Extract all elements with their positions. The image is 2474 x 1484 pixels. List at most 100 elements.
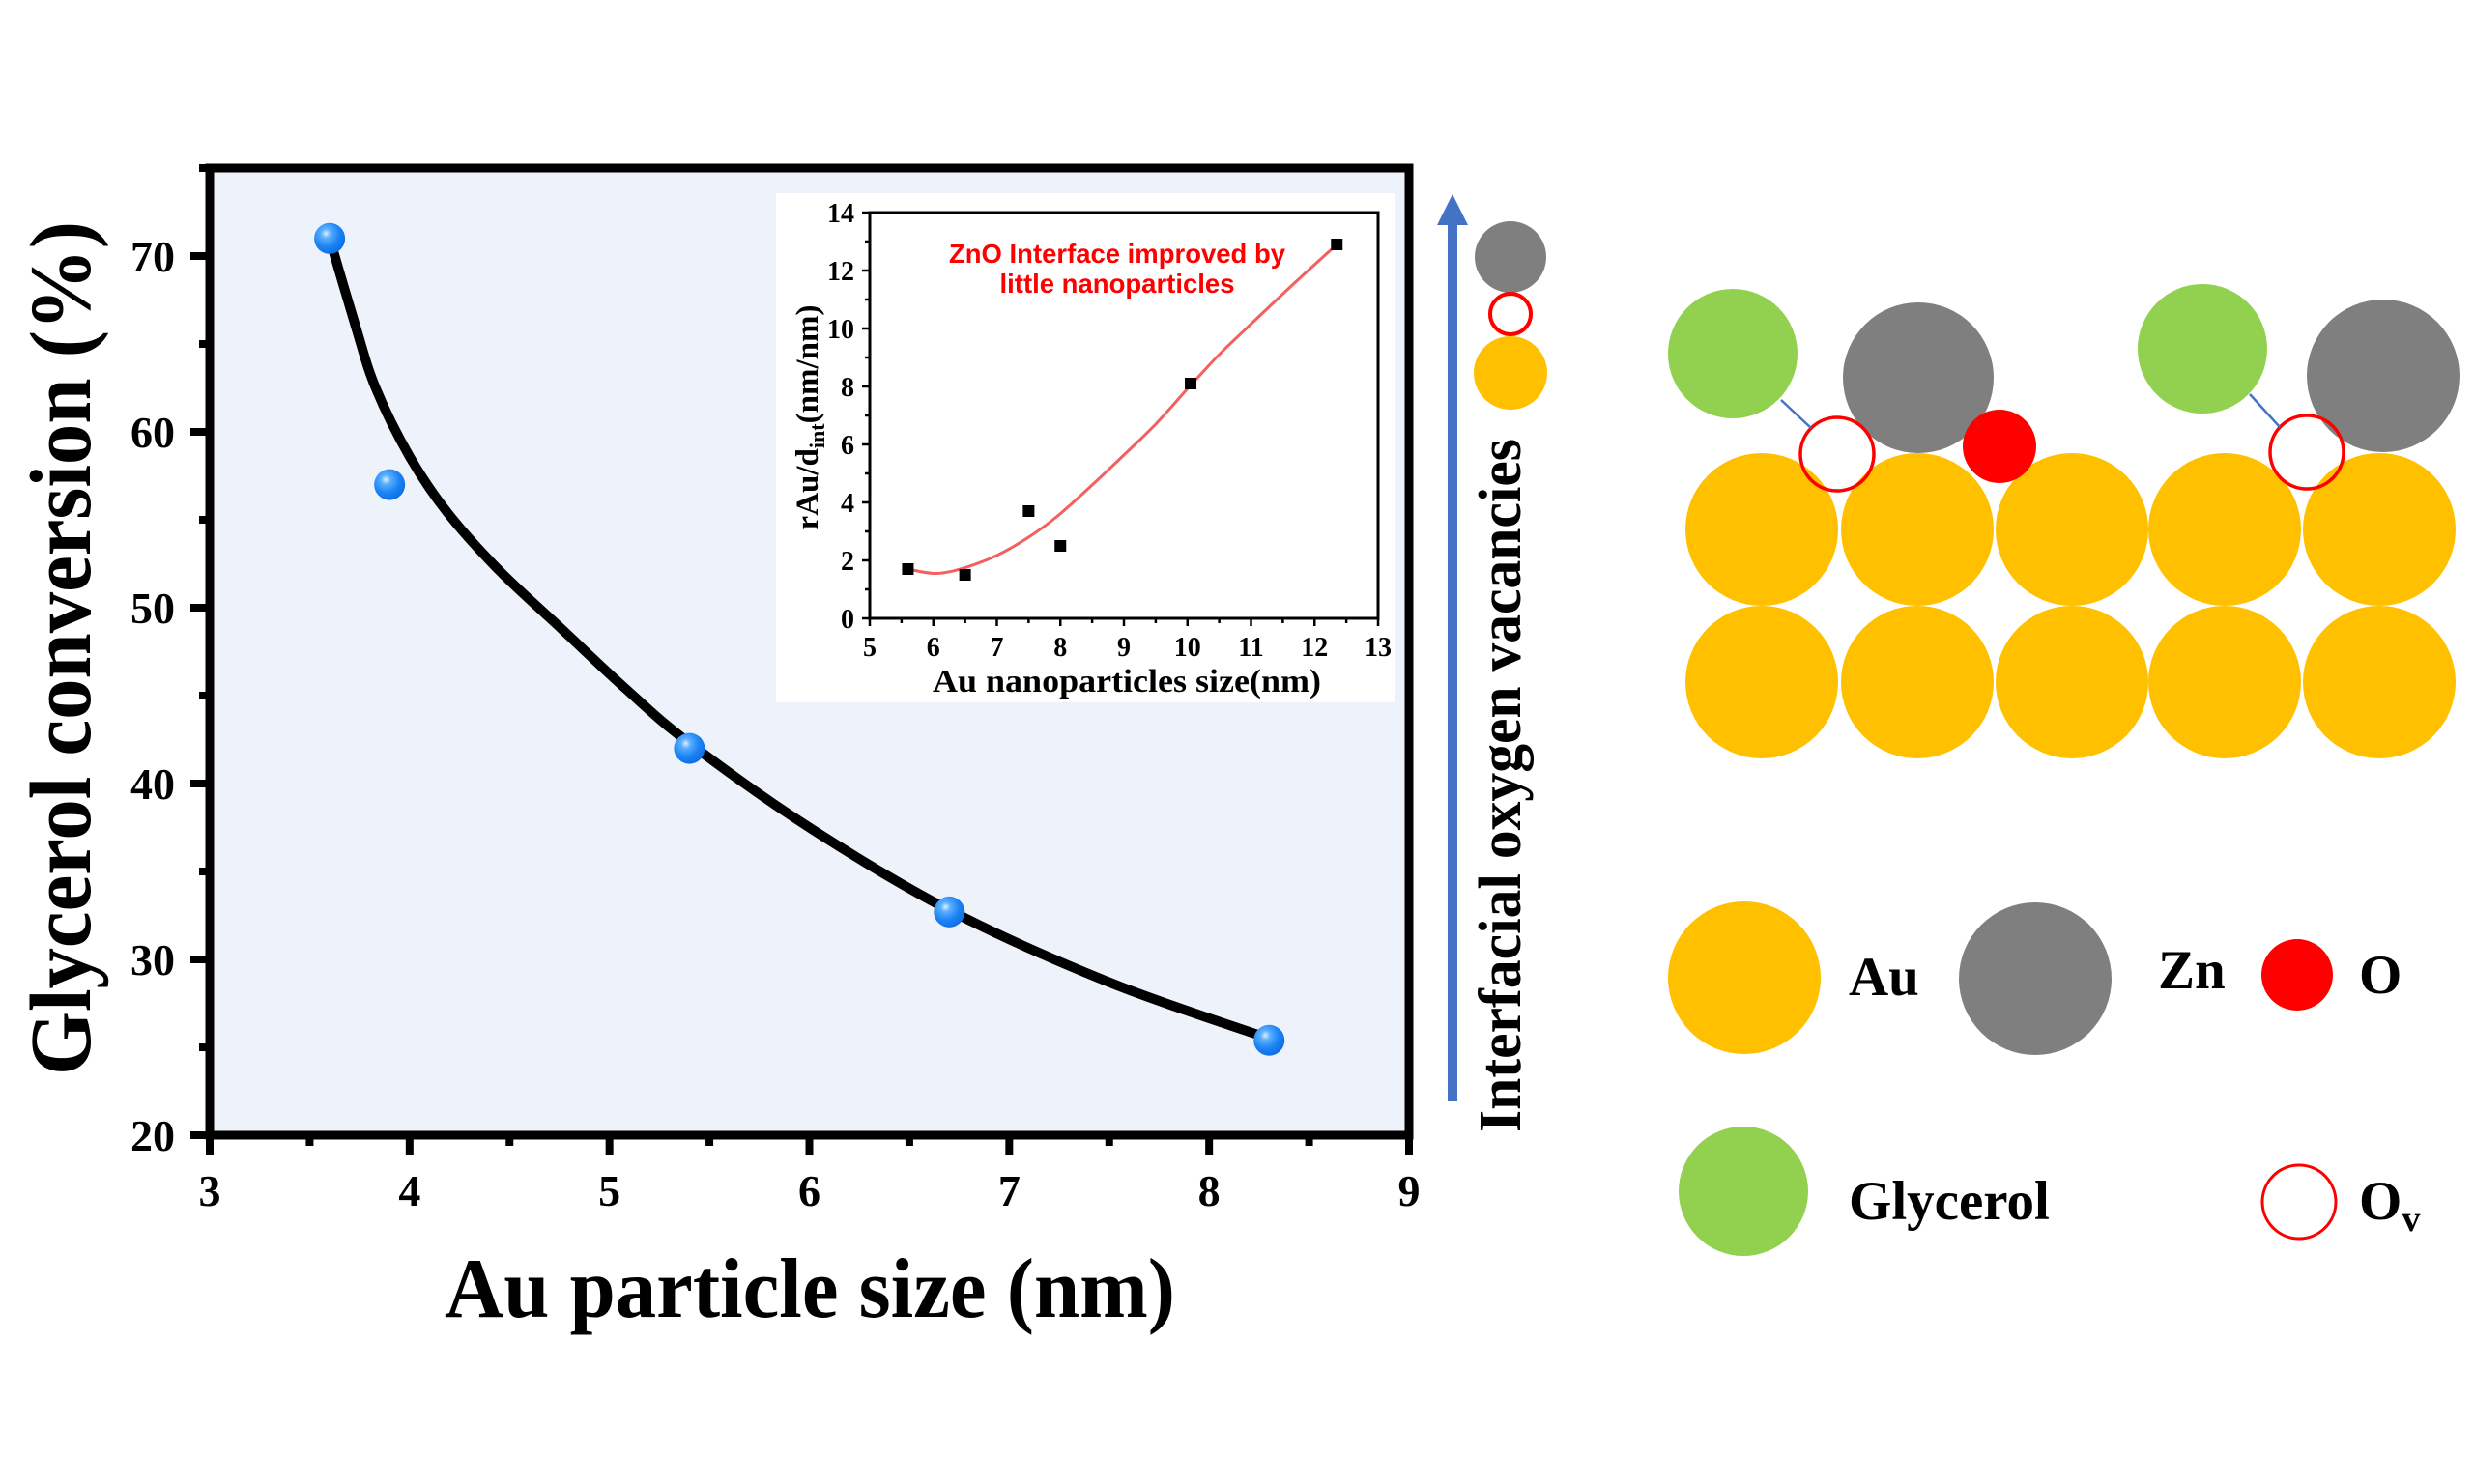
oxygen-vacancy-arrow: Interfacial oxygen vacancies — [1437, 194, 1547, 1132]
interface-diagram — [1668, 284, 2460, 758]
legend-item-zn: Zn — [1959, 902, 2226, 1055]
y-tick-label: 14 — [827, 199, 854, 229]
legend-glycerol-swatch — [1679, 1127, 1808, 1256]
y-tick-label: 4 — [841, 489, 854, 519]
legend-vacancy-subscript: v — [2402, 1199, 2420, 1240]
au-lattice-row-1 — [1685, 453, 2456, 606]
x-tick-label: 9 — [1117, 633, 1131, 663]
au-atom — [2148, 453, 2301, 606]
x-tick-label: 4 — [398, 1166, 420, 1215]
au-lattice-row-2 — [1685, 606, 2456, 758]
x-tick-label: 5 — [598, 1166, 620, 1215]
x-tick-label: 12 — [1301, 633, 1328, 663]
inset-chart: 0 2 4 6 8 10 12 14 5 6 7 8 9 10 11 12 13 ZnO Interface i… — [776, 193, 1395, 702]
data-point — [1331, 239, 1343, 250]
y-tick-label: 20 — [130, 1111, 175, 1160]
x-tick-label: 5 — [863, 633, 877, 663]
y-tick-label: 0 — [841, 605, 854, 635]
inset-y-axis-title-main: rAu/d — [791, 448, 825, 529]
glycerol-molecule — [1668, 289, 1798, 418]
y-tick-label: 30 — [130, 935, 175, 985]
y-tick-label: 50 — [130, 584, 175, 633]
legend-zn-swatch — [1959, 902, 2112, 1055]
legend-o-swatch — [2261, 939, 2333, 1011]
legend-glycerol-label: Glycerol — [1849, 1171, 2050, 1232]
x-tick-label: 10 — [1174, 633, 1201, 663]
au-atom — [2303, 606, 2456, 758]
inset-x-axis-title: Au nanoparticles size(nm) — [933, 664, 1321, 699]
au-atom — [2303, 453, 2456, 606]
inset-axes: 0 2 4 6 8 10 12 14 5 6 7 8 9 10 11 12 13 — [827, 199, 1392, 663]
legend: Au Zn O Glycerol Ov — [1668, 901, 2420, 1256]
y-tick-label: 8 — [841, 373, 854, 403]
y-tick-label: 6 — [841, 431, 854, 461]
y-axis-title: Glycerol conversion (%) — [14, 221, 109, 1075]
y-tick-label: 10 — [827, 315, 854, 345]
side-label: Interfacial oxygen vacancies — [1468, 439, 1534, 1132]
zn-atom — [1843, 302, 1994, 453]
y-tick-label: 70 — [130, 232, 175, 281]
legend-au-label: Au — [1849, 947, 1919, 1008]
data-point — [674, 732, 705, 764]
x-tick-label: 8 — [1198, 1166, 1221, 1215]
oxygen-vacancy — [1798, 415, 1876, 493]
x-tick-label: 7 — [991, 633, 1004, 663]
legend-item-au: Au — [1668, 901, 1919, 1054]
data-point — [1054, 540, 1067, 552]
inset-annotation-line-1: ZnO Interface improved by — [949, 239, 1285, 269]
inset-annotation-line-2: little nanoparticles — [1000, 269, 1235, 299]
au-atom — [1841, 606, 1994, 758]
data-point — [1022, 505, 1035, 517]
inset-y-axis-title-subscript: int — [805, 423, 829, 448]
x-tick-label: 11 — [1238, 633, 1263, 663]
glycerol-molecule — [2138, 284, 2267, 414]
oxygen-vacancy — [2268, 414, 2345, 491]
o-atom — [1963, 410, 2036, 483]
arrow-zn-atom — [1475, 221, 1546, 293]
x-tick-label: 6 — [927, 633, 940, 663]
data-point — [902, 563, 914, 575]
arrow-up-icon — [1437, 194, 1468, 225]
legend-vacancy-symbol: O — [2359, 1171, 2402, 1232]
legend-item-vacancy: Ov — [2260, 1163, 2420, 1241]
au-atom — [1841, 453, 1994, 606]
x-axis-title: Au particle size (nm) — [445, 1242, 1175, 1336]
fit-curve — [325, 233, 1275, 1043]
zn-atom — [2307, 300, 2460, 452]
legend-item-o: O — [2261, 939, 2402, 1011]
y-tick-label: 2 — [841, 547, 854, 577]
au-atom — [2148, 606, 2301, 758]
data-point — [1253, 1024, 1285, 1056]
au-atom — [1685, 453, 1838, 606]
au-atom — [1685, 606, 1838, 758]
y-tick-label: 12 — [827, 257, 854, 287]
main-series-layer — [314, 222, 1285, 1056]
x-tick-label: 3 — [199, 1166, 221, 1215]
x-tick-label: 6 — [798, 1166, 820, 1215]
y-tick-label: 60 — [130, 408, 175, 457]
fit-curve — [906, 243, 1338, 576]
inset-series-layer — [902, 239, 1343, 581]
arrow-au-atom — [1474, 336, 1547, 410]
inset-y-axis-title-unit: (nm/nm) — [791, 305, 825, 424]
x-tick-label: 13 — [1365, 633, 1392, 663]
data-point — [1185, 378, 1197, 389]
legend-item-glycerol: Glycerol — [1679, 1127, 2050, 1256]
data-point — [959, 569, 971, 581]
data-point — [374, 469, 406, 500]
au-atom — [1996, 606, 2148, 758]
legend-zn-label: Zn — [2158, 940, 2226, 1001]
main-chart: 0 2 4 6 8 10 12 14 5 6 7 8 9 10 11 12 13 ZnO Interface i… — [14, 163, 1421, 1336]
legend-vacancy-swatch — [2260, 1163, 2338, 1241]
inset-y-axis-title: rAu/dint(nm/nm) — [791, 305, 829, 530]
arrow-vacancy-ring — [1488, 292, 1533, 336]
adsorption-bond — [2249, 393, 2281, 428]
au-atom — [1996, 453, 2148, 606]
x-tick-label: 9 — [1398, 1166, 1421, 1215]
legend-vacancy-label: Ov — [2359, 1171, 2420, 1240]
legend-au-swatch — [1668, 901, 1821, 1054]
y-tick-label: 40 — [130, 759, 175, 809]
x-tick-label: 7 — [998, 1166, 1021, 1215]
